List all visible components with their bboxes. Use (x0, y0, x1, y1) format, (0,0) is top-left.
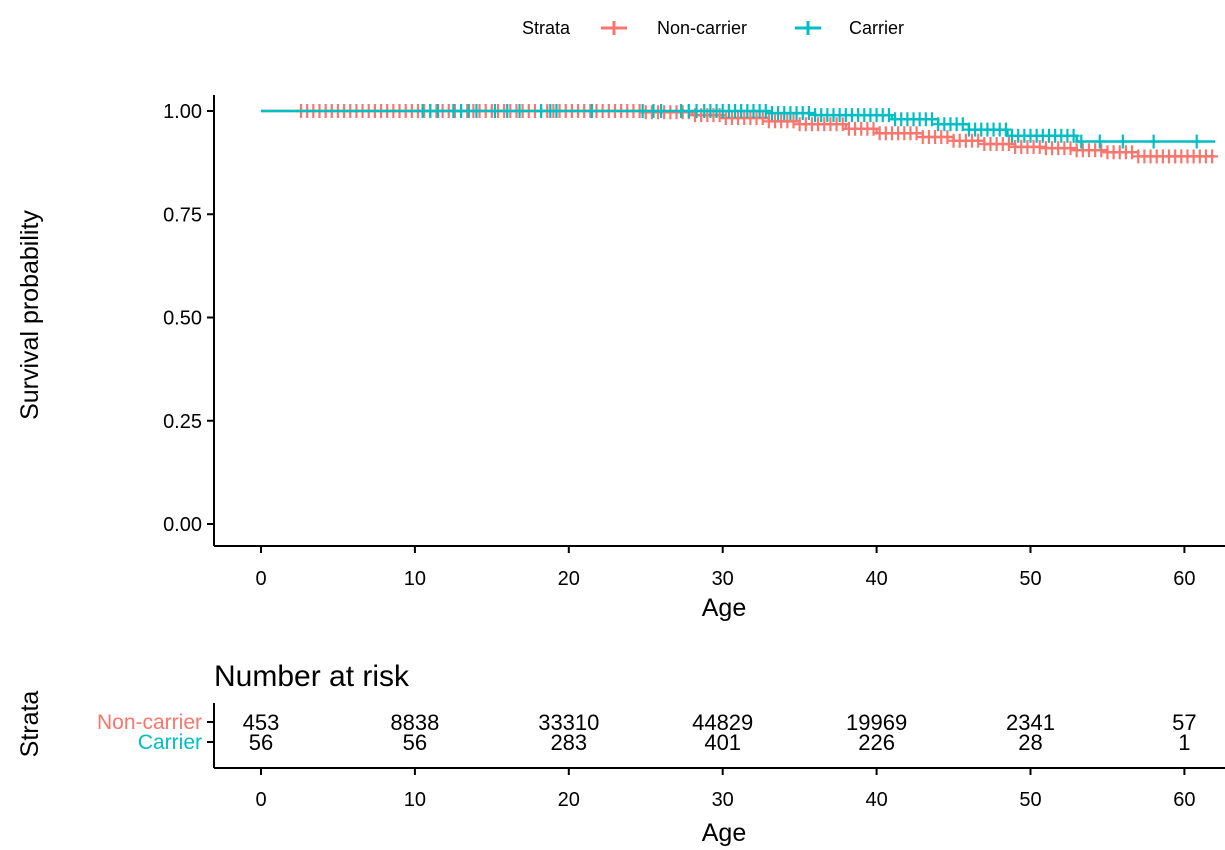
risk-table-strata-label: Strata (16, 691, 44, 758)
legend-label-carrier: Carrier (849, 18, 904, 38)
risk-cell: 1 (1178, 730, 1190, 755)
x-tick-label: 50 (1019, 568, 1041, 590)
legend-label-non-carrier: Non-carrier (657, 18, 747, 38)
y-tick-label: 0.00 (163, 514, 202, 536)
x-tick-label: 30 (712, 568, 734, 590)
survival-curves (261, 104, 1219, 164)
risk-x-tick-label: 0 (255, 789, 266, 811)
legend: Strata Non-carrier Carrier (522, 18, 904, 38)
risk-cell: 44829 (692, 710, 753, 735)
legend-title: Strata (522, 18, 571, 38)
risk-cell: 226 (858, 730, 895, 755)
risk-cell: 453 (243, 710, 280, 735)
risk-cell: 56 (403, 730, 427, 755)
risk-table: Non-carrier 453 8838 33310 44829 19969 2341 57 C… (97, 710, 1197, 811)
risk-x-tick-label: 10 (404, 789, 426, 811)
risk-x-tick-label: 60 (1173, 789, 1195, 811)
risk-x-axis-label: Age (702, 819, 746, 847)
risk-table-axes (213, 703, 1225, 769)
risk-cell: 401 (704, 730, 741, 755)
risk-cell: 2341 (1006, 710, 1055, 735)
x-tick-label: 10 (404, 568, 426, 590)
risk-cell: 8838 (390, 710, 439, 735)
risk-row-label: Non-carrier (97, 711, 202, 734)
y-tick-label: 1.00 (163, 101, 202, 123)
x-tick-label: 0 (255, 568, 266, 590)
x-tick-label: 60 (1173, 568, 1195, 590)
risk-row-label: Carrier (138, 731, 202, 754)
risk-cell: 57 (1172, 710, 1196, 735)
risk-x-tick-label: 30 (712, 789, 734, 811)
y-tick-label: 0.50 (163, 308, 202, 330)
y-axis-label: Survival probability (16, 210, 44, 420)
x-axis-label: Age (702, 594, 746, 622)
risk-cell: 56 (249, 730, 273, 755)
y-ticks: 0.00 0.25 0.50 0.75 1.00 (163, 101, 214, 536)
risk-cell: 283 (550, 730, 587, 755)
main-plot-axes (213, 95, 1225, 547)
risk-x-tick-label: 20 (558, 789, 580, 811)
risk-x-tick-label: 50 (1019, 789, 1041, 811)
x-tick-label: 20 (558, 568, 580, 590)
y-tick-label: 0.25 (163, 411, 202, 433)
risk-cell: 19969 (846, 710, 907, 735)
risk-table-title: Number at risk (214, 660, 410, 693)
risk-cell: 33310 (538, 710, 599, 735)
risk-cell: 28 (1018, 730, 1042, 755)
legend-item-carrier: Carrier (795, 18, 904, 38)
x-tick-label: 40 (865, 568, 887, 590)
y-tick-label: 0.75 (163, 204, 202, 226)
x-ticks: 0 10 20 30 40 50 60 (255, 546, 1196, 590)
risk-x-tick-label: 40 (865, 789, 887, 811)
legend-item-non-carrier: Non-carrier (601, 18, 747, 38)
